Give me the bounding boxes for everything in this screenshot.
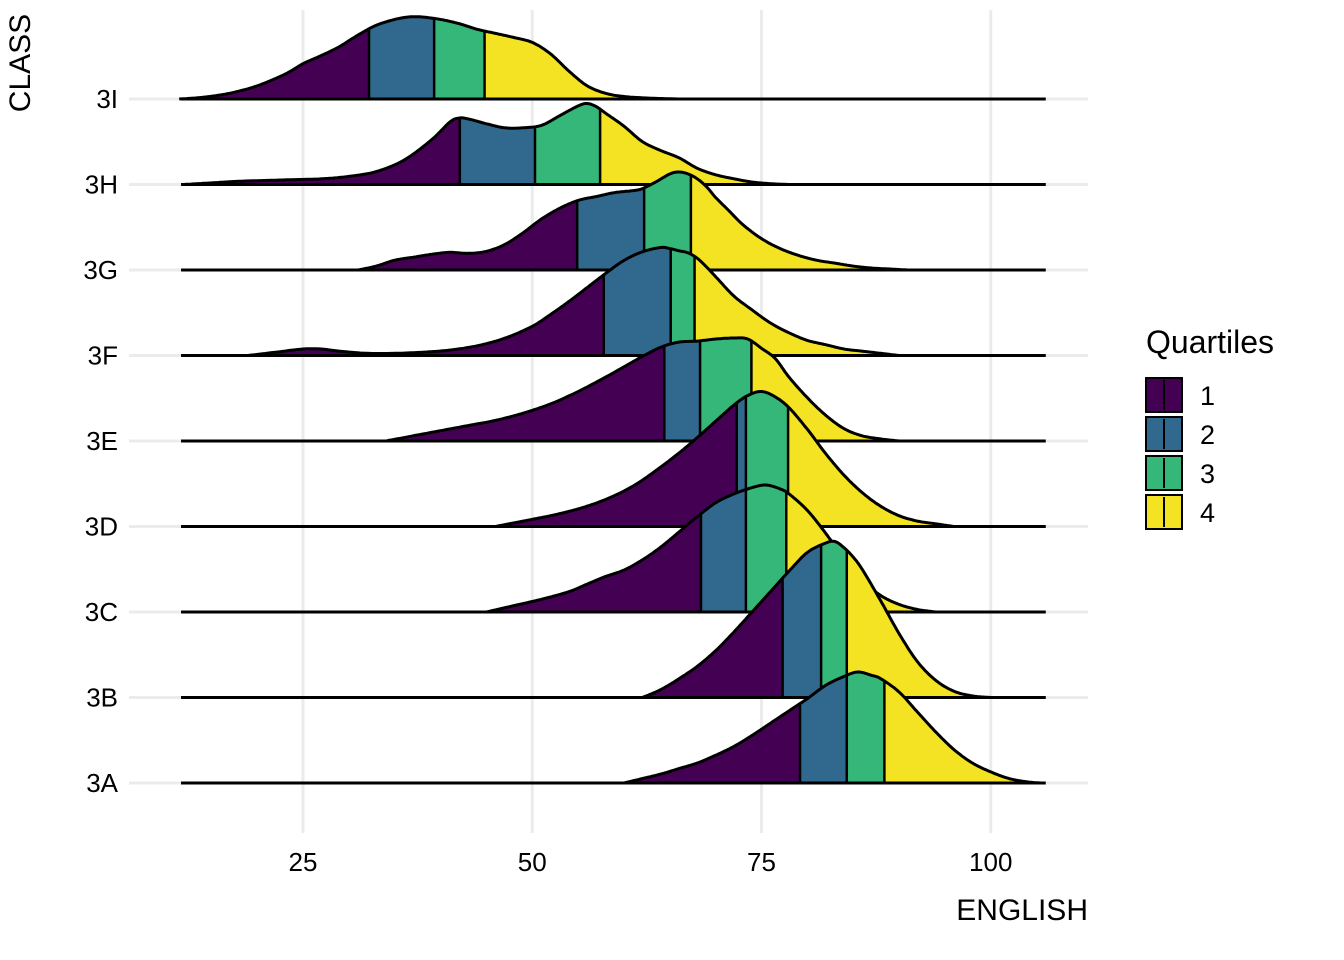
ridge-3G-quartile-2: [577, 187, 645, 270]
ridge-3I-outline: [178, 15, 680, 101]
legend-label-2: 2: [1200, 420, 1215, 450]
ridge-3C-quartile-3: [745, 485, 787, 612]
ridge-3I-quartile-2: [369, 16, 435, 100]
ridge-3B-quartile-4: [846, 550, 991, 698]
y-tick-label-3C: 3C: [85, 597, 118, 627]
ridge-3B-outline: [641, 539, 992, 699]
legend-label-4: 4: [1200, 498, 1215, 528]
x-tick-label-75: 75: [747, 847, 776, 877]
ridge-3B-quartile-1: [642, 578, 783, 698]
ridge-3D-quartile-4: [788, 406, 955, 527]
ridge-3A-quartile-4: [884, 681, 1042, 783]
ridge-3E-quartile-2: [664, 340, 701, 441]
ridge-3A-quartile-1: [624, 703, 800, 783]
ridge-3F-quartile-3: [670, 248, 695, 356]
ridge-3A-quartile-2: [800, 675, 847, 783]
y-tick-label-3F: 3F: [88, 341, 118, 371]
x-tick-label-50: 50: [518, 847, 547, 877]
ridge-3C-quartile-1: [486, 513, 701, 612]
legend-label-1: 1: [1200, 381, 1215, 411]
x-axis-title: ENGLISH: [956, 894, 1088, 927]
legend-label-3: 3: [1200, 459, 1215, 489]
y-tick-label-3A: 3A: [86, 768, 118, 798]
ridge-3A-outline: [623, 670, 1042, 785]
ridge-3B-quartile-3: [821, 541, 847, 698]
ridge-3I-quartile-4: [484, 31, 679, 100]
y-tick-label-3B: 3B: [86, 683, 118, 713]
ridge-3D-quartile-1: [495, 402, 737, 527]
ridge-3H-quartile-3: [535, 103, 601, 185]
ridge-3G-quartile-1: [358, 200, 578, 270]
ridge-3E-quartile-1: [385, 345, 665, 441]
ridge-3D-outline: [495, 390, 955, 528]
y-axis-title: CLASS: [4, 14, 37, 112]
ridge-3F-outline: [247, 245, 900, 357]
ridge-3F-quartile-4: [694, 256, 899, 356]
ridge-3G-outline: [357, 170, 909, 272]
ridge-3F-quartile-2: [603, 247, 671, 356]
y-tick-label-3D: 3D: [85, 512, 118, 542]
ridge-3G-quartile-4: [690, 175, 909, 270]
x-tick-label-25: 25: [289, 847, 318, 877]
y-tick-label-3I: 3I: [96, 84, 118, 114]
ridge-3B-quartile-2: [782, 544, 822, 698]
ridge-3G-quartile-3: [644, 172, 691, 270]
x-tick-label-100: 100: [969, 847, 1012, 877]
legend-title: Quartiles: [1146, 324, 1274, 360]
ridge-3E-outline: [385, 336, 900, 443]
ridge-3I-quartile-1: [179, 28, 369, 99]
ridge-3A-quartile-3: [846, 672, 885, 783]
ridge-3H-quartile-4: [600, 109, 789, 185]
y-tick-label-3E: 3E: [86, 426, 118, 456]
ridge-3C-quartile-2: [701, 489, 746, 612]
y-tick-label-3H: 3H: [85, 170, 118, 200]
ridge-3I-quartile-3: [434, 18, 485, 99]
y-tick-label-3G: 3G: [83, 255, 118, 285]
ridge-3H-quartile-2: [459, 117, 535, 185]
ridge-3H-outline: [183, 102, 790, 186]
